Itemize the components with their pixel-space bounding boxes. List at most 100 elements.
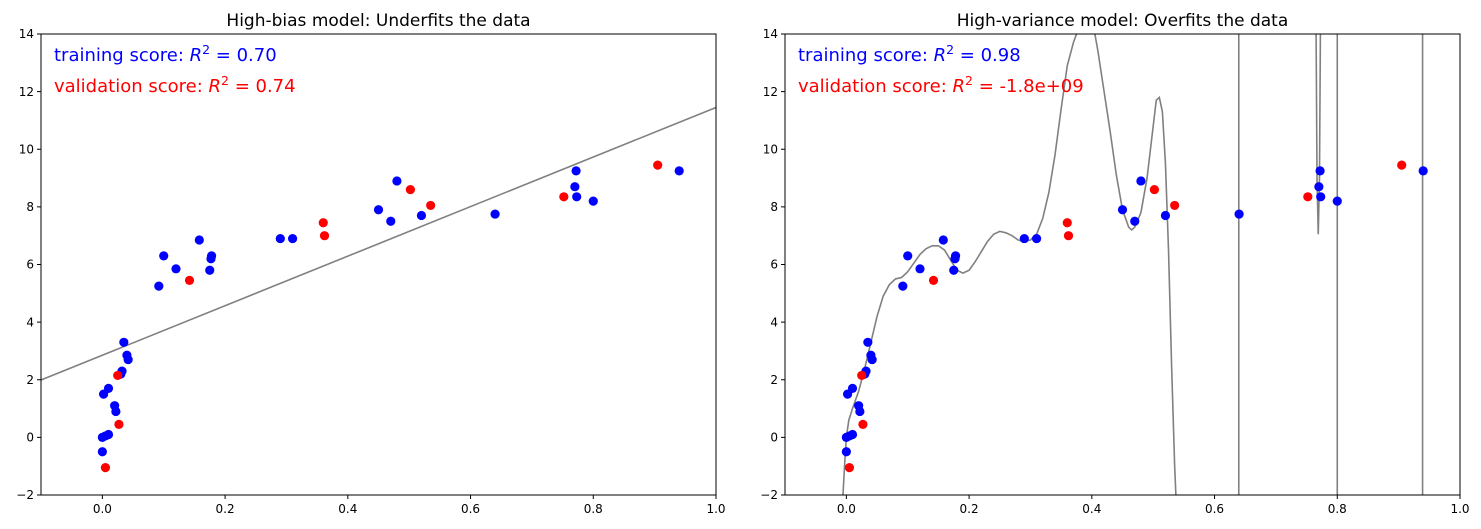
training-point	[1031, 233, 1042, 244]
plot-frame	[40, 33, 717, 496]
training-point	[1314, 182, 1324, 192]
training-score-label: training score: R2 = 0.98	[798, 42, 1021, 66]
plot-frame	[784, 33, 1461, 496]
training-point	[949, 265, 959, 275]
training-point	[855, 406, 865, 417]
y-tick-label: 4	[26, 315, 34, 329]
x-tick-label: 0.4	[1082, 502, 1101, 516]
validation-score-label: validation score: R2 = -1.8e+09	[798, 73, 1084, 97]
validation-point	[928, 275, 939, 285]
training-point	[97, 447, 107, 457]
x-tick-label: 1.0	[706, 502, 725, 516]
training-point	[386, 216, 396, 226]
y-tick-label: 6	[770, 258, 778, 272]
training-point	[1234, 209, 1244, 219]
training-point	[1332, 196, 1342, 206]
training-point	[123, 354, 133, 365]
y-tick-label: 2	[770, 373, 778, 387]
validation-point	[1303, 192, 1313, 202]
training-point	[841, 447, 851, 457]
x-tick-label: 0.8	[584, 502, 603, 516]
validation-point	[113, 370, 123, 381]
training-point	[847, 429, 858, 440]
x-tick-label: 0.8	[1328, 502, 1347, 516]
validation-point	[1149, 184, 1160, 195]
y-tick-label: 10	[763, 142, 778, 156]
training-point	[1019, 233, 1029, 244]
chart-title: High-bias model: Underfits the data	[226, 11, 530, 31]
y-tick-label: 2	[26, 373, 34, 387]
training-point	[103, 383, 114, 393]
training-point	[103, 429, 114, 440]
training-point	[205, 265, 215, 275]
training-point	[490, 209, 500, 219]
training-point	[903, 251, 913, 261]
y-tick-label: 0	[770, 431, 778, 445]
training-point	[1117, 205, 1128, 215]
model-fit-curve	[1094, 34, 1177, 495]
training-point	[674, 166, 684, 176]
training-point	[863, 337, 873, 347]
validation-point	[559, 192, 569, 202]
y-tick-label: 14	[763, 27, 778, 41]
training-point	[570, 182, 580, 192]
x-tick-label: 0.6	[1205, 502, 1224, 516]
x-tick-label: 1.0	[1450, 502, 1469, 516]
training-point	[1316, 192, 1326, 202]
y-tick-label: 12	[19, 85, 34, 99]
training-point	[111, 406, 121, 417]
x-tick-label: 0.4	[338, 502, 357, 516]
validation-point	[114, 419, 124, 430]
x-tick-label: 0.6	[461, 502, 480, 516]
training-point	[898, 281, 908, 291]
validation-point	[844, 463, 855, 473]
training-point	[1136, 176, 1146, 186]
validation-point	[653, 160, 663, 170]
training-point	[1315, 166, 1325, 176]
training-score-label: training score: R2 = 0.70	[54, 42, 277, 66]
y-tick-label: 0	[26, 431, 34, 445]
y-tick-label: −2	[760, 488, 778, 502]
validation-point	[857, 370, 867, 381]
chart-title: High-variance model: Overfits the data	[957, 11, 1289, 31]
validation-point	[1062, 218, 1072, 228]
training-point	[154, 281, 164, 291]
y-tick-label: 8	[770, 200, 778, 214]
training-point	[572, 192, 582, 202]
x-tick-label: 0.0	[93, 502, 112, 516]
y-tick-label: 6	[26, 258, 34, 272]
training-point	[938, 235, 948, 245]
training-point	[287, 233, 298, 244]
training-point	[119, 337, 129, 347]
model-fit-curve	[842, 34, 1078, 495]
training-point	[373, 205, 384, 215]
x-tick-label: 0.2	[216, 502, 235, 516]
training-point	[1418, 166, 1428, 176]
training-point	[847, 383, 858, 393]
y-tick-label: −2	[16, 488, 34, 502]
training-point	[950, 251, 961, 261]
training-point	[159, 251, 169, 261]
training-point	[275, 233, 285, 244]
y-tick-label: 12	[763, 85, 778, 99]
y-tick-label: 14	[19, 27, 34, 41]
chart-panel-right: High-variance model: Overfits the data 0…	[760, 11, 1469, 516]
validation-point	[1063, 231, 1074, 241]
training-point	[171, 264, 181, 274]
x-tick-label: 0.2	[960, 502, 979, 516]
validation-point	[1170, 200, 1180, 211]
validation-point	[100, 463, 111, 473]
training-point	[194, 235, 204, 245]
validation-score-label: validation score: R2 = 0.74	[54, 73, 296, 97]
model-fit-line	[41, 106, 716, 381]
training-point	[588, 196, 598, 206]
y-tick-label: 10	[19, 142, 34, 156]
training-point	[416, 210, 427, 221]
validation-point	[184, 275, 195, 285]
training-point	[1130, 216, 1140, 226]
model-fit-curve	[1315, 34, 1322, 235]
validation-point	[318, 218, 328, 228]
training-point	[915, 264, 925, 274]
training-point	[1160, 210, 1171, 221]
